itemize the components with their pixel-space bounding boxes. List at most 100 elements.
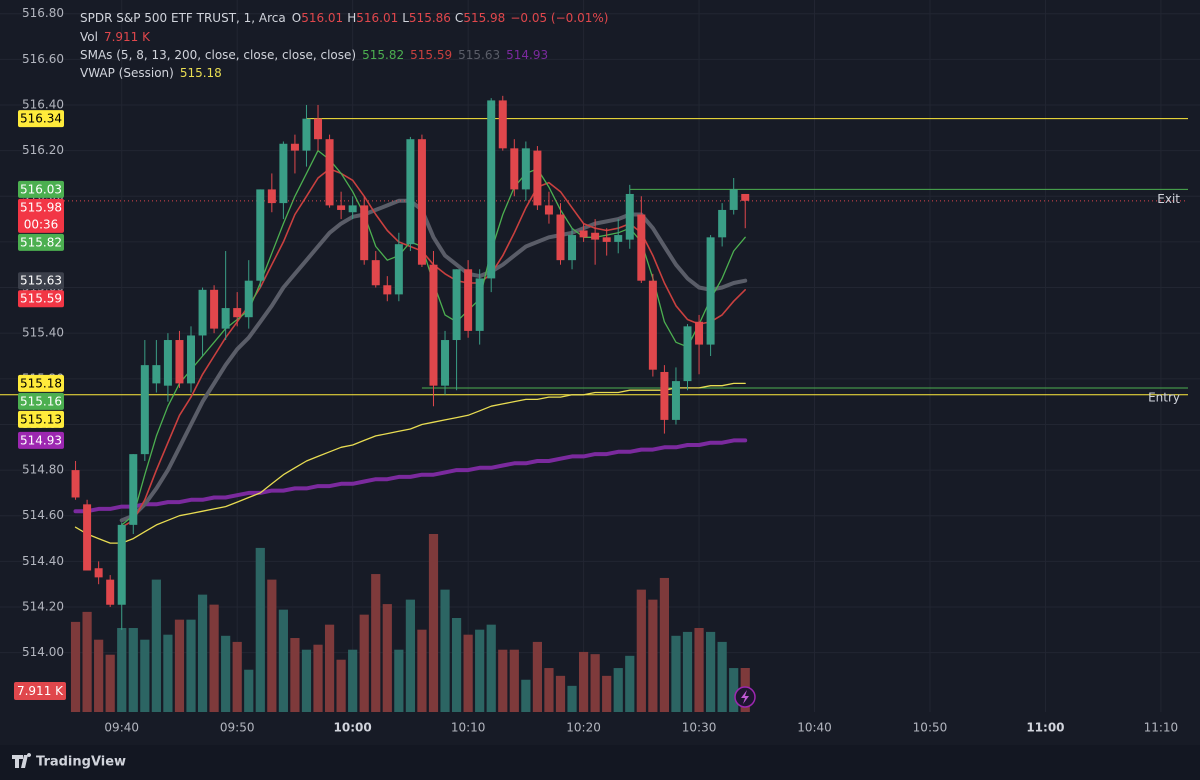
x-tick-label: 09:40 (104, 721, 139, 735)
volume-bar (105, 654, 115, 712)
volume-bar (451, 617, 462, 712)
volume-bar (186, 619, 196, 712)
alert-icon[interactable] (734, 686, 756, 708)
volume-bar (567, 685, 577, 712)
volume-bar (648, 599, 658, 712)
price-badge-text: 515.18 (20, 376, 62, 390)
candle-body (521, 148, 530, 190)
candle-body (140, 365, 149, 455)
candle-body (348, 205, 357, 213)
candle-body (244, 280, 253, 318)
candle-body (625, 193, 634, 240)
volume-bar (717, 641, 727, 712)
candle-body (487, 100, 496, 279)
footer-logo[interactable]: TradingView (12, 753, 126, 770)
indicator-value: 514.93 (506, 48, 548, 62)
price-badge (18, 233, 64, 251)
volume-bar (174, 619, 185, 712)
candle-body (83, 504, 92, 571)
level-label: Entry (1148, 390, 1180, 404)
ohlc-value: 516.01 (301, 11, 343, 25)
level-label: Exit (1157, 192, 1180, 206)
volume-bar (221, 635, 231, 712)
ohlc-key: L (402, 11, 409, 25)
candle-body (671, 381, 680, 420)
footer-logo-mark[interactable] (12, 753, 32, 768)
volume-bar (705, 631, 716, 712)
labels-layer: 514.00514.20514.40514.60514.80515.00515.… (14, 6, 1180, 735)
indicator-line (74, 382, 746, 544)
indicator-value: 515.82 (362, 48, 404, 62)
indicator-label: VWAP (Session) (80, 66, 174, 80)
volume-bar (613, 668, 623, 712)
volume-bar (117, 628, 127, 712)
price-badge (18, 374, 64, 392)
candle-body (591, 232, 600, 240)
candle-body (602, 237, 611, 242)
volume-badge-text: 7.911 K (17, 684, 64, 698)
candle-body (221, 308, 230, 329)
volume-bar (209, 604, 219, 712)
volume-bar (486, 624, 496, 712)
x-tick-label: 11:00 (1026, 721, 1064, 735)
x-tick-label: 09:50 (220, 721, 255, 735)
volume-bar (498, 649, 508, 712)
volume-key: Vol (80, 30, 98, 44)
volume-bar (128, 628, 138, 712)
candle-body (429, 264, 438, 386)
x-tick-label: 10:20 (566, 721, 601, 735)
legend-row: SPDR S&P 500 ETF TRUST, 1, Arca O516.01 H5… (80, 11, 608, 25)
candle-body (94, 568, 103, 578)
candle-body (695, 321, 704, 345)
volume-bar (267, 579, 277, 712)
volume-bar (578, 651, 589, 712)
volume-bar (555, 675, 566, 712)
candle-body (371, 260, 380, 286)
ohlc-key: O (292, 11, 301, 25)
candle-body (152, 365, 161, 384)
y-tick-label: 516.20 (22, 143, 64, 157)
candle-body (279, 143, 288, 204)
candle-body (325, 139, 334, 206)
volume-bar (94, 639, 104, 712)
volume-bar (729, 668, 739, 712)
volume-bar (359, 614, 369, 712)
footer-brand[interactable]: TradingView (36, 755, 126, 770)
candle-body (117, 524, 126, 605)
legend-row: VWAP (Session) 515.18 (80, 66, 222, 80)
volume-bar (682, 631, 693, 712)
price-badge-countdown: 00:36 (24, 217, 59, 231)
candle-body (475, 278, 484, 331)
volume-bar (244, 669, 254, 712)
volume-bar (151, 579, 161, 712)
volume-bar (371, 574, 381, 712)
candle-body (383, 285, 392, 295)
price-badge-text: 515.13 (20, 412, 62, 426)
volume-bar (590, 654, 600, 712)
volume-badge (14, 682, 66, 700)
volume-bar (163, 634, 173, 712)
volume-bar (694, 628, 704, 712)
ohlc-value: 516.01 (356, 11, 398, 25)
candle-body (233, 308, 242, 318)
volume-bar (602, 675, 612, 712)
x-tick-label: 11:10 (1144, 721, 1179, 735)
candle-body (302, 118, 311, 151)
candle-body (683, 326, 692, 382)
volume-bar (636, 589, 646, 712)
price-badge-text: 514.93 (20, 433, 62, 447)
candle-body (267, 189, 276, 204)
candle-body (568, 235, 577, 261)
ohlc-value: 515.98 (463, 11, 505, 25)
ohlc-key: H (347, 11, 356, 25)
candle-body (210, 289, 219, 329)
alert-icon-bolt[interactable] (741, 690, 749, 704)
candle-body (417, 139, 426, 265)
candle-body (464, 269, 473, 331)
indicator-label: SMAs (5, 8, 13, 200, close, close, close… (80, 48, 356, 62)
volume-bar (394, 649, 404, 712)
candle-body (290, 143, 299, 151)
price-badge (18, 198, 64, 233)
candle-body (510, 148, 519, 190)
x-tick-label: 10:10 (451, 721, 486, 735)
